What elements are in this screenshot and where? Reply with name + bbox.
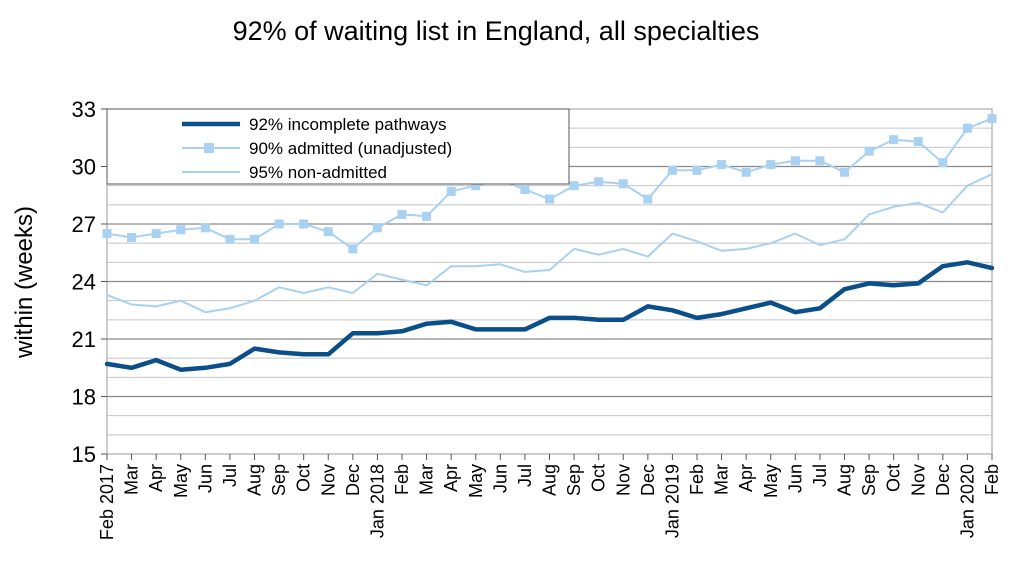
legend-label-incomplete: 92% incomplete pathways [249, 115, 447, 134]
x-tick-label: Oct [884, 464, 904, 492]
x-tick-label: Jul [810, 464, 830, 487]
x-tick-label: Aug [835, 464, 855, 496]
series-marker-admitted [422, 211, 432, 221]
series-marker-admitted [667, 165, 677, 175]
x-tick-label: Dec [638, 464, 658, 496]
x-tick-label: Oct [294, 464, 314, 492]
x-tick-label: Jun [785, 464, 805, 493]
series-marker-admitted [225, 234, 235, 244]
series-marker-admitted [741, 167, 751, 177]
series-marker-admitted [790, 156, 800, 166]
series-marker-admitted [692, 165, 702, 175]
x-tick-label: Mar [712, 464, 732, 495]
series-marker-admitted [102, 229, 112, 239]
series-marker-admitted [717, 160, 727, 170]
series-marker-admitted [151, 229, 161, 239]
series-marker-admitted [397, 209, 407, 219]
series-line-incomplete [104, 260, 995, 372]
x-tick-label: Jul [515, 464, 535, 487]
chart-title: 92% of waiting list in England, all spec… [233, 16, 760, 46]
series-marker-admitted [323, 227, 333, 237]
x-tick-label: Feb [392, 464, 412, 495]
x-tick-label: Feb [687, 464, 707, 495]
series-marker-admitted [815, 156, 825, 166]
series-marker-admitted [569, 181, 579, 191]
x-tick-label: May [761, 464, 781, 498]
x-tick-label: Aug [245, 464, 265, 496]
series-marker-admitted [766, 160, 776, 170]
x-tick-label: Sep [859, 464, 879, 496]
x-tick-label: Oct [589, 464, 609, 492]
x-tick-label: May [466, 464, 486, 498]
series-marker-admitted [594, 177, 604, 187]
series-line-non-admitted [106, 173, 993, 314]
legend-marker-admitted [204, 143, 214, 153]
series-marker-admitted [200, 223, 210, 233]
x-tick-label: Feb 2017 [97, 464, 117, 540]
series-marker-admitted [618, 179, 628, 189]
x-tick-label: Dec [343, 464, 363, 496]
series-marker-admitted [962, 123, 972, 133]
x-tick-label: Sep [269, 464, 289, 496]
x-tick-label: Nov [613, 464, 633, 496]
series-marker-admitted [176, 225, 186, 235]
x-tick-label: May [171, 464, 191, 498]
legend: 92% incomplete pathways 90% admitted (una… [106, 108, 570, 185]
x-tick-label: Jan 2019 [662, 464, 682, 538]
y-tick-label: 15 [72, 442, 96, 467]
x-tick-label: Dec [933, 464, 953, 496]
x-tick-label: Nov [318, 464, 338, 496]
y-axis-label: within (weeks) [11, 206, 38, 359]
series-marker-admitted [913, 137, 923, 147]
y-tick-label: 30 [72, 155, 96, 180]
series-marker-admitted [127, 232, 137, 242]
series-marker-admitted [446, 186, 456, 196]
series-marker-admitted [545, 194, 554, 204]
x-tick-label: Aug [540, 464, 560, 496]
x-tick-label: Apr [146, 464, 166, 492]
x-tick-label: Apr [736, 464, 756, 492]
series-marker-admitted [471, 181, 481, 191]
x-tick-label: Jun [490, 464, 510, 493]
y-tick-label: 24 [72, 270, 96, 295]
y-tick-label: 18 [72, 385, 96, 410]
legend-label-admitted: 90% admitted (unadjusted) [249, 139, 452, 158]
y-tick-label: 27 [72, 212, 96, 237]
x-tick-label: Apr [441, 464, 461, 492]
x-tick-label: Jan 2018 [367, 464, 387, 538]
series-marker-admitted [864, 146, 874, 156]
series-marker-admitted [299, 219, 309, 229]
series-marker-admitted [643, 194, 653, 204]
series-marker-admitted [938, 158, 948, 168]
y-tick-label: 33 [72, 97, 96, 122]
legend-label-non-admitted: 95% non-admitted [249, 163, 387, 182]
series-marker-admitted [274, 219, 284, 229]
series-marker-admitted [250, 234, 259, 244]
x-tick-label: Mar [417, 464, 437, 495]
series-marker-admitted [348, 244, 358, 254]
x-tick-label: Sep [564, 464, 584, 496]
y-tick-label: 21 [72, 327, 96, 352]
series-marker-admitted [520, 185, 530, 194]
x-tick-label: Nov [908, 464, 928, 496]
x-tick-label: Mar [122, 464, 142, 495]
series-marker-admitted [840, 167, 849, 177]
x-tick-label: Jul [220, 464, 240, 487]
series-marker-admitted [987, 114, 997, 124]
series-marker-admitted [889, 135, 899, 145]
series-marker-admitted [372, 223, 382, 233]
x-tick-label: Jan 2020 [957, 464, 977, 538]
x-tick-label: Jun [195, 464, 215, 493]
x-tick-label: Feb [982, 464, 1002, 495]
